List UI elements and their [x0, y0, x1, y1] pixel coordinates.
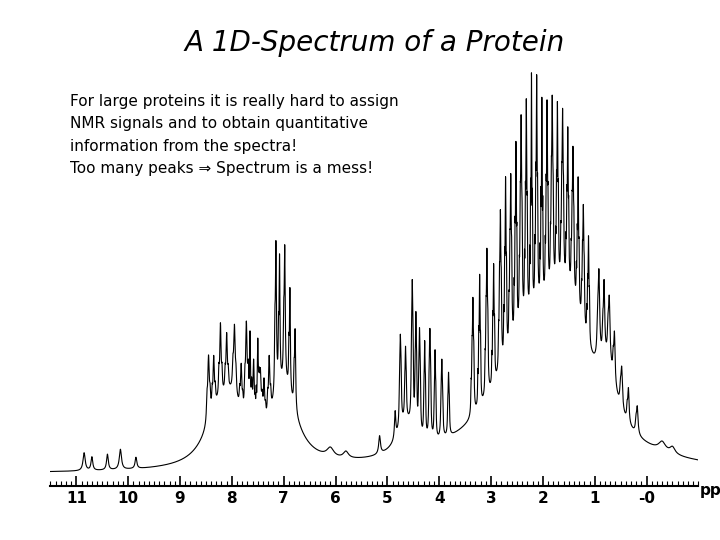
Text: For large proteins it is really hard to assign
NMR signals and to obtain quantit: For large proteins it is really hard to … — [70, 94, 398, 176]
Title: A 1D-Spectrum of a Protein: A 1D-Spectrum of a Protein — [184, 29, 564, 57]
Text: ppm: ppm — [699, 483, 720, 498]
